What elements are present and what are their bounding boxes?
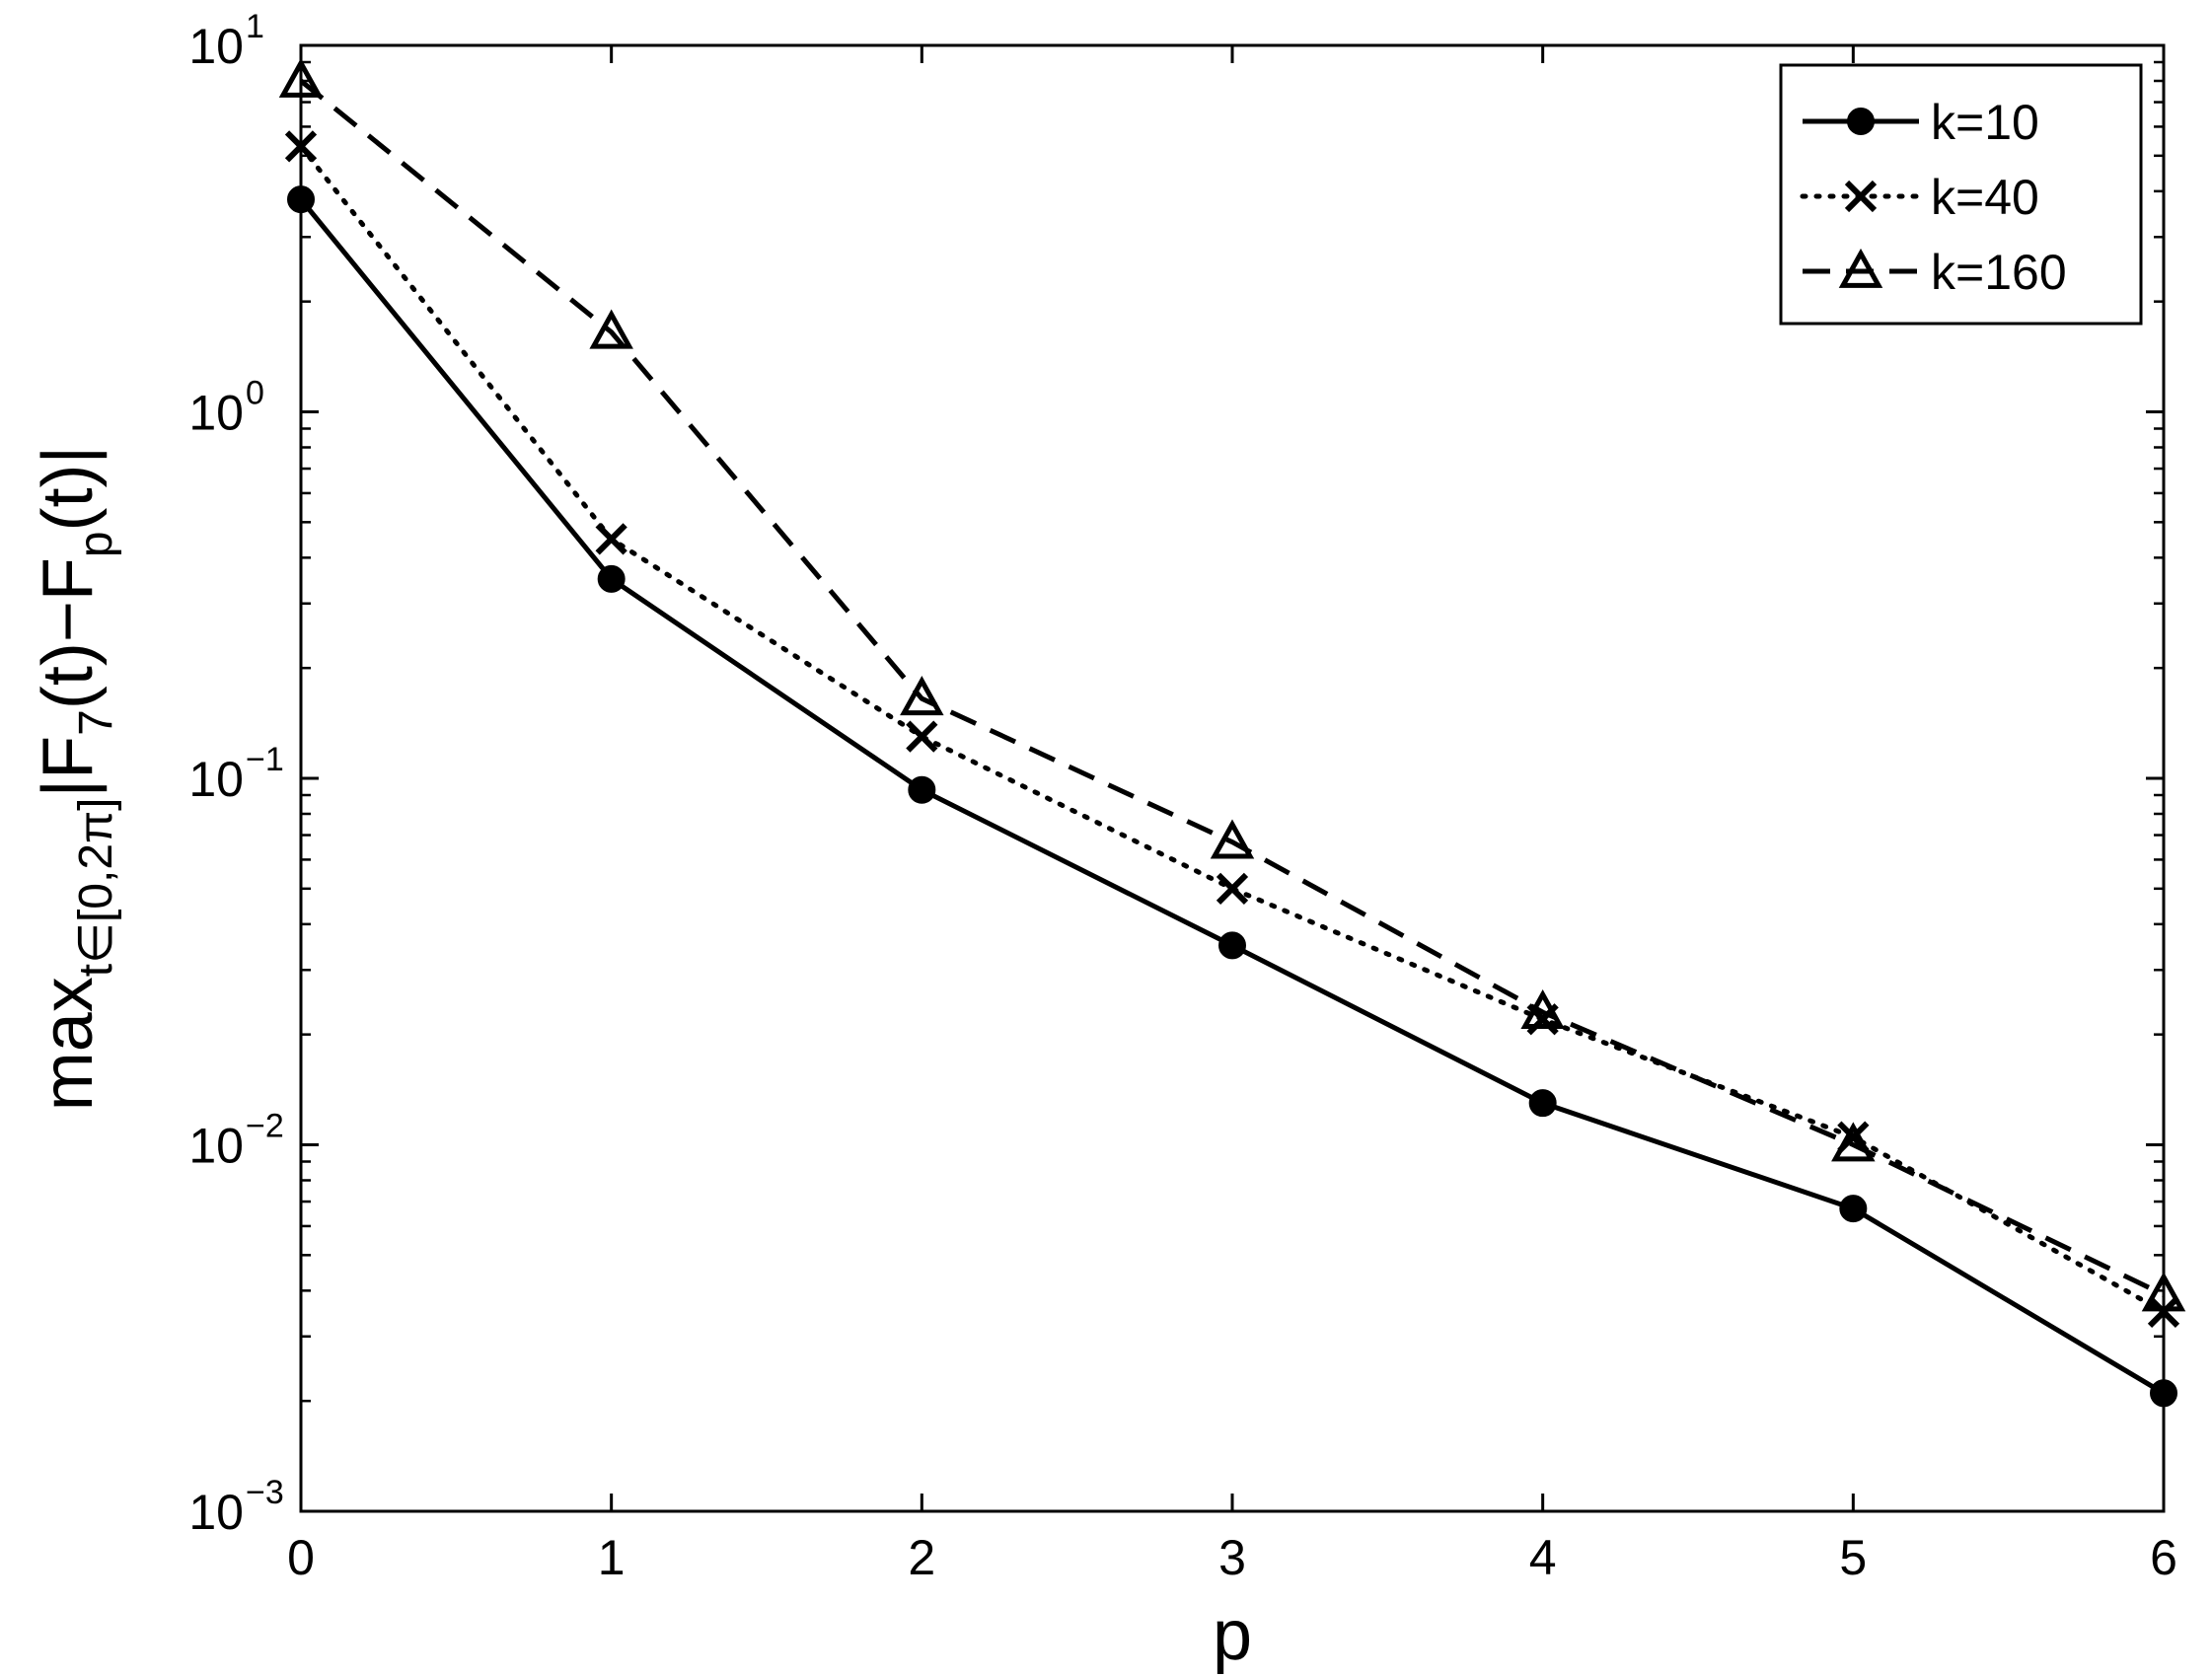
legend-label: k=10 xyxy=(1931,95,2039,150)
y-axis-label-sub-1: 7 xyxy=(70,709,122,736)
legend-marker xyxy=(1838,248,1883,288)
data-point xyxy=(1216,872,1249,905)
legend-marker xyxy=(1844,180,1878,213)
data-point xyxy=(908,775,936,804)
x-tick-label: 4 xyxy=(1529,1530,1557,1585)
legend-box xyxy=(1779,63,2143,326)
y-tick-label: 10−3 xyxy=(188,1474,283,1540)
y-tick-base: 10 xyxy=(188,1485,244,1540)
x-tick-label: 3 xyxy=(1218,1530,1246,1585)
y-tick-base: 10 xyxy=(188,19,244,74)
legend: k=10 k=40 k=160 xyxy=(1779,63,2143,326)
legend-item: k=10 xyxy=(1803,95,2039,150)
series-k=10 xyxy=(287,185,2177,1408)
y-tick-exponent: 0 xyxy=(246,375,264,412)
series-line xyxy=(299,79,2166,1297)
y-tick-exponent: 1 xyxy=(246,8,264,45)
data-point xyxy=(900,676,944,716)
plot-area-frame xyxy=(299,43,2166,1513)
series-k=160 xyxy=(278,57,2186,1312)
y-tick-exponent: −1 xyxy=(246,741,284,778)
legend-item: k=160 xyxy=(1803,245,2067,300)
legend-item: k=40 xyxy=(1800,170,2039,225)
x-tick-label: 5 xyxy=(1839,1530,1867,1585)
data-point xyxy=(1520,988,1565,1030)
y-tick-label: 10−2 xyxy=(188,1108,283,1174)
y-tick-base: 10 xyxy=(188,752,244,807)
x-tick-label: 1 xyxy=(598,1530,626,1585)
data-point xyxy=(1839,1195,1868,1223)
y-tick-exponent: −3 xyxy=(246,1474,284,1511)
data-point xyxy=(1218,931,1246,960)
y-axis-label-sub-2: p xyxy=(70,531,122,557)
y-tick-base: 10 xyxy=(188,386,244,441)
data-point xyxy=(595,523,627,555)
y-tick-label: 100 xyxy=(188,375,264,441)
data-point xyxy=(597,564,626,593)
y-tick-label: 10−1 xyxy=(188,741,283,807)
plot-series xyxy=(278,57,2186,1408)
legend-label: k=160 xyxy=(1931,245,2067,300)
series-line xyxy=(299,197,2166,1396)
x-axis-label: p xyxy=(1213,1596,1252,1675)
y-axis-label-body-3: (t)| xyxy=(29,446,108,532)
y-axis-label-body-2: (t)−F xyxy=(29,557,108,709)
y-axis-label-body-1: |F xyxy=(29,736,108,798)
data-point xyxy=(1210,819,1255,859)
x-tick-label: 0 xyxy=(287,1530,315,1585)
legend-marker xyxy=(1847,108,1875,135)
y-axis-label-prefix: max xyxy=(29,977,108,1111)
y-tick-exponent: −2 xyxy=(246,1108,284,1145)
legend-label: k=40 xyxy=(1931,170,2039,225)
y-axis-label-subscript: t∈[0,2π] xyxy=(70,798,122,978)
x-tick-label: 6 xyxy=(2150,1530,2177,1585)
data-point xyxy=(589,309,633,349)
data-point xyxy=(1831,1122,1876,1162)
y-axis-label: maxt∈[0,2π]|F7(t)−Fp(t)| xyxy=(29,446,122,1111)
data-point xyxy=(906,720,938,753)
y-tick-label: 101 xyxy=(188,8,264,74)
y-tick-base: 10 xyxy=(188,1119,244,1174)
data-point xyxy=(1528,1089,1557,1118)
x-tick-label: 2 xyxy=(908,1530,935,1585)
